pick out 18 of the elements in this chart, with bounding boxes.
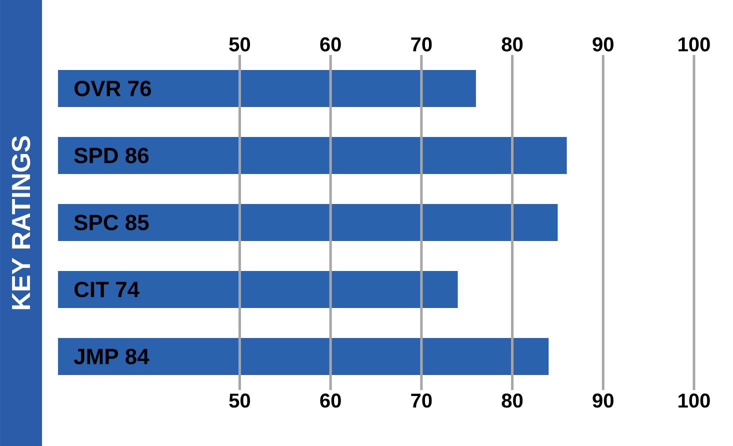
x-tick-label: 60 [320, 394, 341, 408]
x2-tick-label: 70 [411, 37, 432, 52]
x2-tick-label: 60 [320, 37, 341, 52]
x-tick-label: 80 [502, 394, 523, 408]
x2-tick-label: 50 [229, 37, 250, 52]
x-tick-label: 70 [411, 394, 432, 408]
x2-tick-label: 90 [592, 37, 614, 52]
y-tick-label: CIT 74 [74, 282, 140, 298]
y-tick-label: OVR 76 [74, 80, 151, 96]
text: KEY RATINGS [12, 136, 30, 310]
x-tick-label: 90 [592, 394, 614, 408]
x2-tick-label: 100 [678, 37, 710, 52]
y-tick-label: SPC 85 [74, 214, 149, 230]
x-tick-label: 100 [678, 394, 710, 408]
x-tick-label: 50 [229, 394, 250, 408]
y-tick-label: SPD 86 [74, 148, 149, 164]
x2-tick-label: 80 [502, 37, 523, 52]
y-tick-label: JMP 84 [74, 348, 150, 364]
